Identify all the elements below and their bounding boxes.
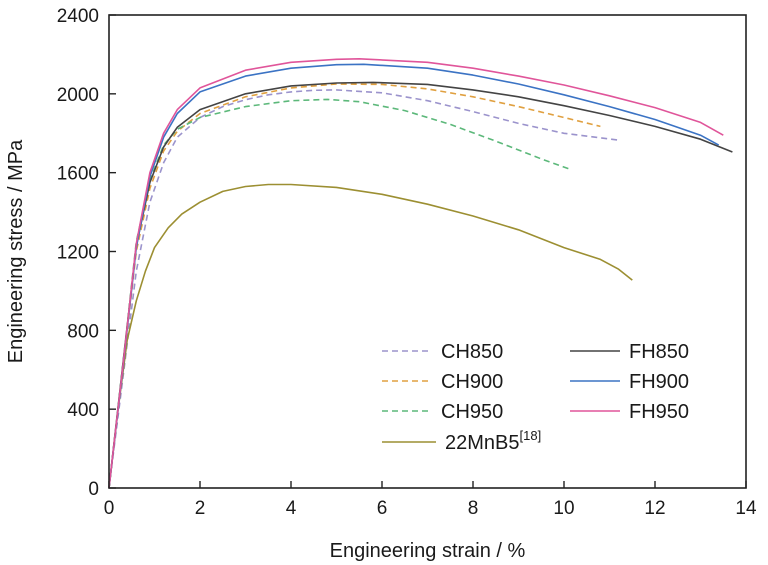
- y-tick-label: 1600: [57, 164, 99, 185]
- y-axis-title: Engineering stress / MPa: [5, 139, 27, 363]
- series-line-fh850: [108, 81, 733, 489]
- y-axis-ticks: 0 400 800 1200 1600 2000 2400: [57, 6, 116, 500]
- y-tick-label: 400: [67, 400, 99, 421]
- legend-text-ch950: CH950: [441, 401, 503, 423]
- y-tick-label: 800: [67, 321, 99, 342]
- x-tick-label: 0: [104, 498, 115, 519]
- legend: CH850 CH900 CH950 22MnB5[18] FH850 FH900 FH950: [382, 341, 689, 454]
- y-tick-label: 1200: [57, 243, 99, 264]
- plot-area-frame: [108, 14, 747, 489]
- legend-text-ch900: CH900: [441, 371, 503, 393]
- legend-text-fh900: FH900: [629, 371, 689, 393]
- legend-text-22mnb5: 22MnB5: [445, 432, 520, 454]
- legend-label-ch850: CH850: [441, 341, 503, 363]
- legend-label-fh900: FH900: [629, 371, 689, 393]
- x-tick-label: 4: [286, 498, 297, 519]
- series-lines: [108, 57, 733, 489]
- series-line-ch950: [108, 98, 569, 489]
- legend-text-fh950: FH950: [629, 401, 689, 423]
- legend-superscript: [18]: [520, 428, 542, 443]
- series-line-22mnb5: [108, 183, 633, 489]
- x-tick-label: 2: [195, 498, 206, 519]
- x-tick-label: 8: [468, 498, 479, 519]
- x-tick-label: 6: [377, 498, 388, 519]
- x-tick-label: 12: [644, 498, 665, 519]
- legend-text-fh850: FH850: [629, 341, 689, 363]
- y-tick-label: 0: [88, 479, 99, 500]
- x-axis-ticks: 0 2 4 6 8 10 12 14: [104, 481, 757, 519]
- x-tick-label: 14: [735, 498, 757, 519]
- series-line-ch900: [108, 83, 601, 489]
- legend-label-fh850: FH850: [629, 341, 689, 363]
- x-tick-label: 10: [553, 498, 574, 519]
- series-line-ch850: [108, 89, 619, 489]
- x-axis-title: Engineering strain / %: [330, 540, 526, 562]
- y-tick-label: 2000: [57, 85, 99, 106]
- series-line-fh950: [108, 57, 724, 489]
- legend-label-ch900: CH900: [441, 371, 503, 393]
- legend-label-ch950: CH950: [441, 401, 503, 423]
- legend-label-22mnb5: 22MnB5[18]: [445, 428, 541, 454]
- legend-label-fh950: FH950: [629, 401, 689, 423]
- legend-text-ch850: CH850: [441, 341, 503, 363]
- y-tick-label: 2400: [57, 6, 99, 27]
